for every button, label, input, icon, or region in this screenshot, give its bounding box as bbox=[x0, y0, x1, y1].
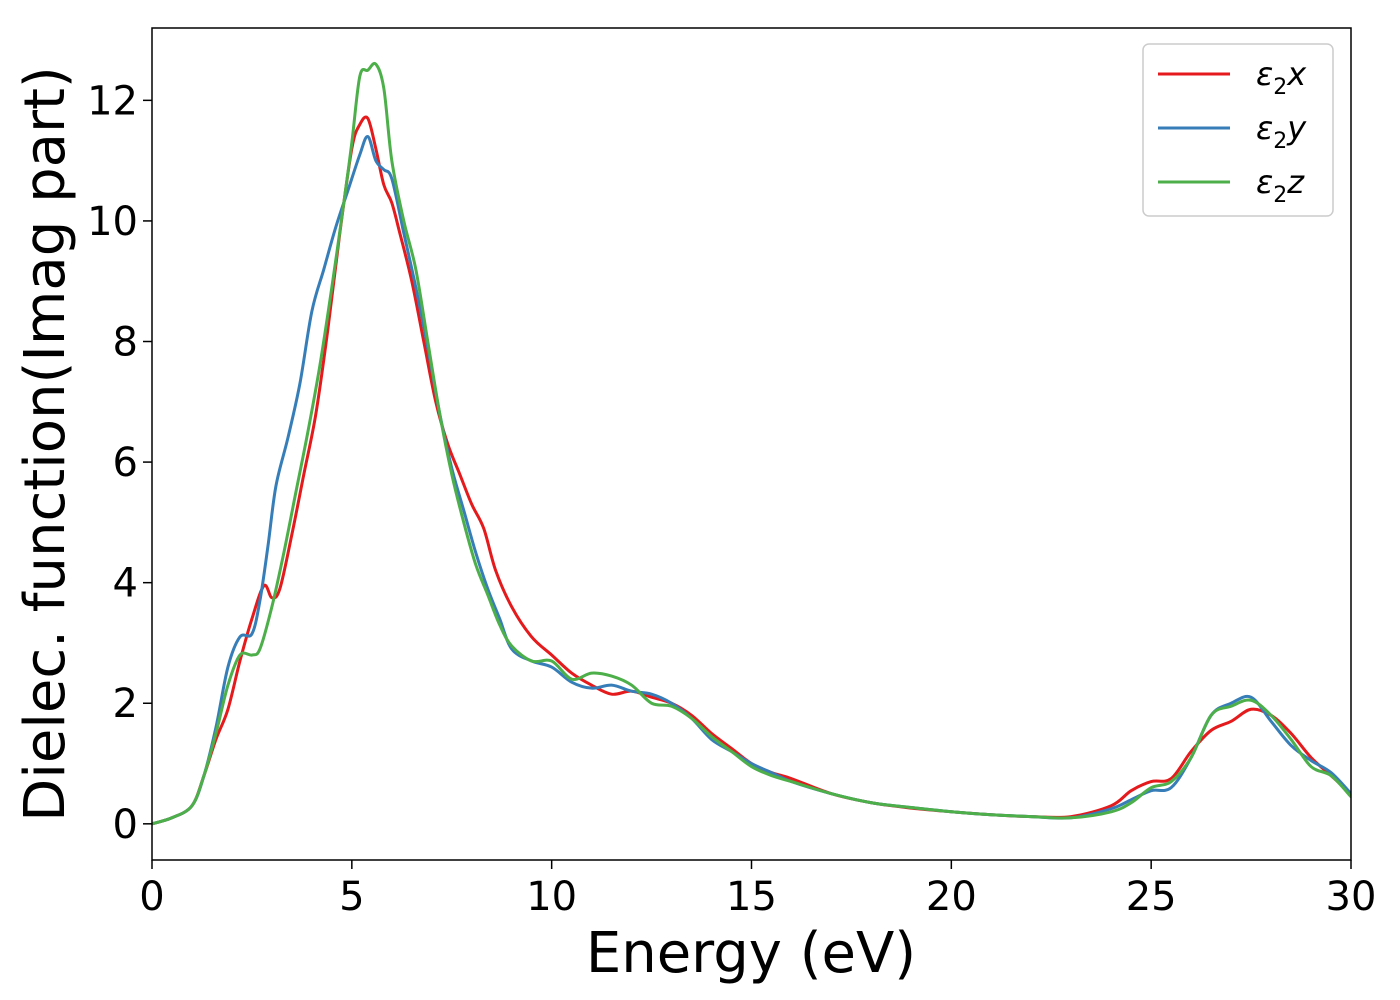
legend-label-x: ε2x bbox=[1256, 55, 1307, 100]
x-tick-label: 30 bbox=[1326, 874, 1377, 920]
y-tick-label: 12 bbox=[87, 78, 138, 124]
series-line-x bbox=[152, 115, 1351, 826]
legend-subscript: 2 bbox=[1273, 129, 1287, 154]
x-tick-label: 20 bbox=[926, 874, 977, 920]
legend-label-y: ε2y bbox=[1256, 109, 1307, 154]
x-tick-label: 5 bbox=[339, 874, 364, 920]
x-tick-label: 25 bbox=[1126, 874, 1177, 920]
legend-label-z: ε2z bbox=[1256, 163, 1305, 208]
legend-subscript: 2 bbox=[1273, 183, 1287, 208]
legend-epsilon: ε bbox=[1256, 109, 1273, 147]
series-layer bbox=[152, 61, 1351, 826]
y-tick-label: 4 bbox=[113, 561, 138, 607]
series-line-z bbox=[152, 61, 1351, 826]
legend-variable: y bbox=[1286, 109, 1307, 147]
legend-epsilon: ε bbox=[1256, 55, 1273, 93]
x-tick-label: 15 bbox=[726, 874, 777, 920]
y-tick-label: 0 bbox=[113, 802, 138, 848]
legend-variable: x bbox=[1286, 55, 1307, 93]
y-tick-label: 8 bbox=[113, 320, 138, 366]
x-axis-title: Energy (eV) bbox=[586, 921, 916, 986]
legend-box bbox=[1142, 43, 1334, 217]
y-ticks: 0 2 4 6 8 10 12 bbox=[87, 78, 152, 848]
legend-epsilon: ε bbox=[1256, 163, 1273, 201]
plot-frame bbox=[151, 27, 1352, 861]
y-tick-label: 2 bbox=[113, 681, 138, 727]
legend-subscript: 2 bbox=[1273, 75, 1287, 100]
x-tick-label: 0 bbox=[139, 874, 164, 920]
series-line-y bbox=[152, 135, 1351, 826]
y-tick-label: 6 bbox=[113, 440, 138, 486]
legend-variable: z bbox=[1286, 163, 1305, 201]
x-ticks: 0 5 10 15 20 25 30 bbox=[139, 860, 1376, 920]
y-tick-label: 10 bbox=[87, 199, 138, 245]
y-axis-title: Dielec. function(Imag part) bbox=[13, 66, 78, 822]
x-tick-label: 10 bbox=[526, 874, 577, 920]
